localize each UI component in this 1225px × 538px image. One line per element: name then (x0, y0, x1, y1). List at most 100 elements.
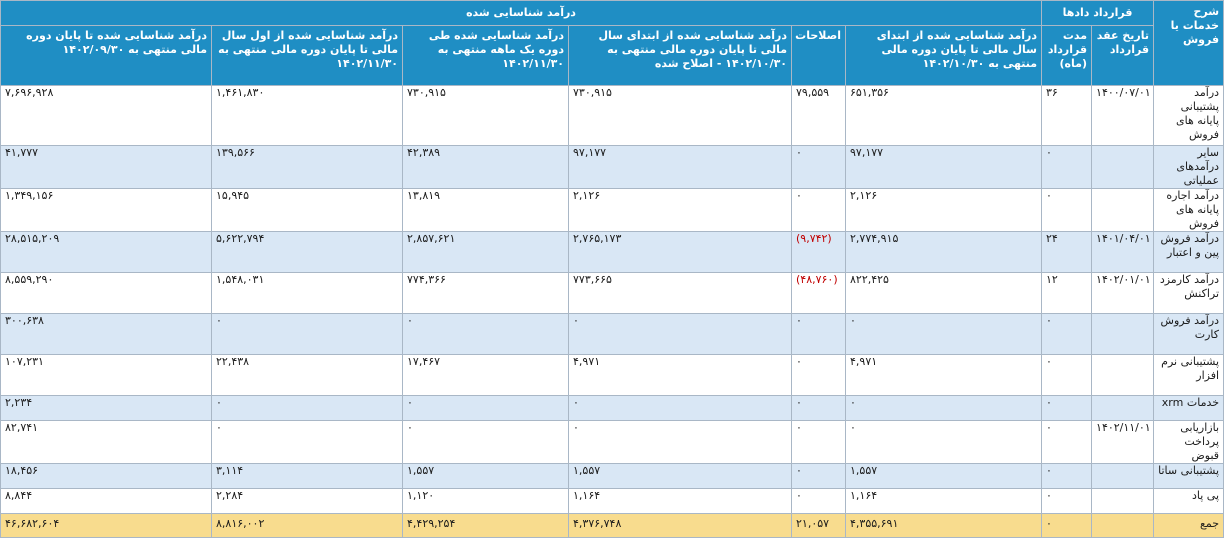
total-recognized-one-month: ۴,۴۲۹,۲۵۴ (402, 513, 570, 538)
row-recognized-one-month: ۱,۵۵۷ (402, 463, 570, 489)
row-contract-date (1091, 145, 1155, 189)
row-contract-duration: ۰ (1041, 395, 1093, 421)
header-recognized-revenue: درآمد شناسایی شده (0, 0, 1043, 26)
row-recognized-to-1402-09-30: ۸۲,۷۴۱ (0, 420, 213, 464)
row-adjustments: ۰ (791, 313, 847, 355)
row-contract-date: ۱۴۰۲/۱۱/۰۱ (1091, 420, 1155, 464)
row-recognized-to-1402-11-30: ۰ (211, 395, 404, 421)
row-adjustments: ۷۹,۵۵۹ (791, 85, 847, 146)
row-recognized-corrected: ۲,۱۲۶ (568, 188, 793, 232)
row-recognized-to-1402-11-30: ۰ (211, 420, 404, 464)
row-recognized-one-month: ۰ (402, 395, 570, 421)
row-contract-duration: ۰ (1041, 354, 1093, 396)
row-recognized-one-month: ۷۳۰,۹۱۵ (402, 85, 570, 146)
row-recognized-from-fy-start: ۱,۵۵۷ (845, 463, 1043, 489)
table-row: پشتیبانی نرم افزار ۰ ۴,۹۷۱ ۰ ۴,۹۷۱ ۱۷,۴۶… (0, 354, 1225, 396)
row-recognized-from-fy-start: ۰ (845, 313, 1043, 355)
table-row: درآمد فروش پین و اعتبار ۱۴۰۱/۰۴/۰۱ ۲۴ ۲,… (0, 231, 1225, 273)
row-recognized-corrected: ۴,۹۷۱ (568, 354, 793, 396)
row-recognized-one-month: ۱۳,۸۱۹ (402, 188, 570, 232)
row-recognized-to-1402-11-30: ۱۳۹,۵۶۶ (211, 145, 404, 189)
total-recognized-from-fy-start: ۴,۳۵۵,۶۹۱ (845, 513, 1043, 538)
row-recognized-to-1402-11-30: ۱۵,۹۴۵ (211, 188, 404, 232)
table-row: پی پاد ۰ ۱,۱۶۴ ۰ ۱,۱۶۴ ۱,۱۲۰ ۲,۲۸۴ ۸,۸۴۴ (0, 488, 1225, 514)
row-service-name: سایر درآمدهای عملیاتی (1153, 145, 1225, 189)
row-contract-duration: ۰ (1041, 145, 1093, 189)
row-recognized-to-1402-09-30: ۸,۸۴۴ (0, 488, 213, 514)
row-contract-duration: ۰ (1041, 488, 1093, 514)
row-recognized-from-fy-start: ۱,۱۶۴ (845, 488, 1043, 514)
row-adjustments: ۰ (791, 354, 847, 396)
row-recognized-corrected: ۰ (568, 420, 793, 464)
row-recognized-to-1402-11-30: ۲۲,۴۳۸ (211, 354, 404, 396)
row-service-name: پشتیبانی نرم افزار (1153, 354, 1225, 396)
total-recognized-corrected: ۴,۳۷۶,۷۴۸ (568, 513, 793, 538)
row-contract-duration: ۲۴ (1041, 231, 1093, 273)
row-recognized-from-fy-start: ۰ (845, 395, 1043, 421)
row-contract-date: ۱۴۰۱/۰۴/۰۱ (1091, 231, 1155, 273)
row-recognized-to-1402-09-30: ۱,۳۴۹,۱۵۶ (0, 188, 213, 232)
header-recognized-from-fy-start: درآمد شناسایی شده از ابتدای سال مالی تا … (845, 25, 1043, 86)
row-recognized-to-1402-11-30: ۲,۲۸۴ (211, 488, 404, 514)
row-service-name: درآمد کارمزد تراکنش (1153, 272, 1225, 314)
row-recognized-one-month: ۷۷۴,۳۶۶ (402, 272, 570, 314)
table-body: درآمد پشتیبانی پایانه های فروش ۱۴۰۰/۰۷/۰… (0, 85, 1225, 538)
row-adjustments: ۰ (791, 420, 847, 464)
row-adjustments: ۰ (791, 145, 847, 189)
row-recognized-to-1402-09-30: ۳۰۰,۶۳۸ (0, 313, 213, 355)
row-recognized-one-month: ۰ (402, 313, 570, 355)
row-recognized-to-1402-11-30: ۰ (211, 313, 404, 355)
row-recognized-one-month: ۱۷,۴۶۷ (402, 354, 570, 396)
row-recognized-corrected: ۱,۵۵۷ (568, 463, 793, 489)
row-contract-duration: ۰ (1041, 463, 1093, 489)
table-row: بازاریابی پرداخت قبوض ۱۴۰۲/۱۱/۰۱ ۰ ۰ ۰ ۰… (0, 420, 1225, 464)
row-recognized-from-fy-start: ۰ (845, 420, 1043, 464)
row-service-name: خدمات xrm (1153, 395, 1225, 421)
row-contract-duration: ۰ (1041, 313, 1093, 355)
row-contract-date (1091, 395, 1155, 421)
header-contract-date: تاریخ عقد قرارداد (1091, 25, 1155, 86)
table-row: درآمد فروش کارت ۰ ۰ ۰ ۰ ۰ ۰ ۳۰۰,۶۳۸ (0, 313, 1225, 355)
header-recognized-to-1402-09-30: درآمد شناسایی شده تا پایان دوره مالی منت… (0, 25, 213, 86)
table-row: درآمد اجاره پایانه های فروش ۰ ۲,۱۲۶ ۰ ۲,… (0, 188, 1225, 232)
row-recognized-corrected: ۰ (568, 313, 793, 355)
row-contract-date (1091, 313, 1155, 355)
row-recognized-from-fy-start: ۹۷,۱۷۷ (845, 145, 1043, 189)
row-recognized-from-fy-start: ۲,۷۷۴,۹۱۵ (845, 231, 1043, 273)
table-row: درآمد کارمزد تراکنش ۱۴۰۲/۰۱/۰۱ ۱۲ ۸۲۲,۴۲… (0, 272, 1225, 314)
row-contract-date: ۱۴۰۰/۰۷/۰۱ (1091, 85, 1155, 146)
row-recognized-to-1402-11-30: ۳,۱۱۴ (211, 463, 404, 489)
header-recognized-to-1402-11-30: درآمد شناسایی شده از اول سال مالی تا پای… (211, 25, 404, 86)
row-recognized-corrected: ۹۷,۱۷۷ (568, 145, 793, 189)
header-contract-duration: مدت قرارداد (ماه) (1041, 25, 1093, 86)
row-recognized-corrected: ۲,۷۶۵,۱۷۳ (568, 231, 793, 273)
row-recognized-one-month: ۲,۸۵۷,۶۲۱ (402, 231, 570, 273)
row-contract-date: ۱۴۰۲/۰۱/۰۱ (1091, 272, 1155, 314)
row-recognized-one-month: ۱,۱۲۰ (402, 488, 570, 514)
table-row: سایر درآمدهای عملیاتی ۰ ۹۷,۱۷۷ ۰ ۹۷,۱۷۷ … (0, 145, 1225, 189)
row-adjustments: ۰ (791, 395, 847, 421)
total-contract-duration: ۰ (1041, 513, 1093, 538)
row-recognized-from-fy-start: ۲,۱۲۶ (845, 188, 1043, 232)
row-adjustments: ۰ (791, 188, 847, 232)
row-contract-date (1091, 488, 1155, 514)
row-recognized-to-1402-11-30: ۱,۴۶۱,۸۳۰ (211, 85, 404, 146)
row-contract-duration: ۳۶ (1041, 85, 1093, 146)
row-recognized-to-1402-09-30: ۱۸,۴۵۶ (0, 463, 213, 489)
row-recognized-to-1402-09-30: ۲۸,۵۱۵,۲۰۹ (0, 231, 213, 273)
total-label: جمع (1153, 513, 1225, 538)
row-recognized-from-fy-start: ۸۲۲,۴۲۵ (845, 272, 1043, 314)
table-row: درآمد پشتیبانی پایانه های فروش ۱۴۰۰/۰۷/۰… (0, 85, 1225, 146)
row-recognized-to-1402-11-30: ۵,۶۲۲,۷۹۴ (211, 231, 404, 273)
row-contract-duration: ۰ (1041, 420, 1093, 464)
total-row: جمع ۰ ۴,۳۵۵,۶۹۱ ۲۱,۰۵۷ ۴,۳۷۶,۷۴۸ ۴,۴۲۹,۲… (0, 513, 1225, 538)
row-recognized-to-1402-09-30: ۸,۵۵۹,۲۹۰ (0, 272, 213, 314)
table-row: خدمات xrm ۰ ۰ ۰ ۰ ۰ ۰ ۲,۲۳۴ (0, 395, 1225, 421)
total-adjustments: ۲۱,۰۵۷ (791, 513, 847, 538)
row-contract-date (1091, 354, 1155, 396)
row-contract-duration: ۱۲ (1041, 272, 1093, 314)
row-recognized-corrected: ۱,۱۶۴ (568, 488, 793, 514)
row-recognized-from-fy-start: ۶۵۱,۳۵۶ (845, 85, 1043, 146)
row-contract-duration: ۰ (1041, 188, 1093, 232)
